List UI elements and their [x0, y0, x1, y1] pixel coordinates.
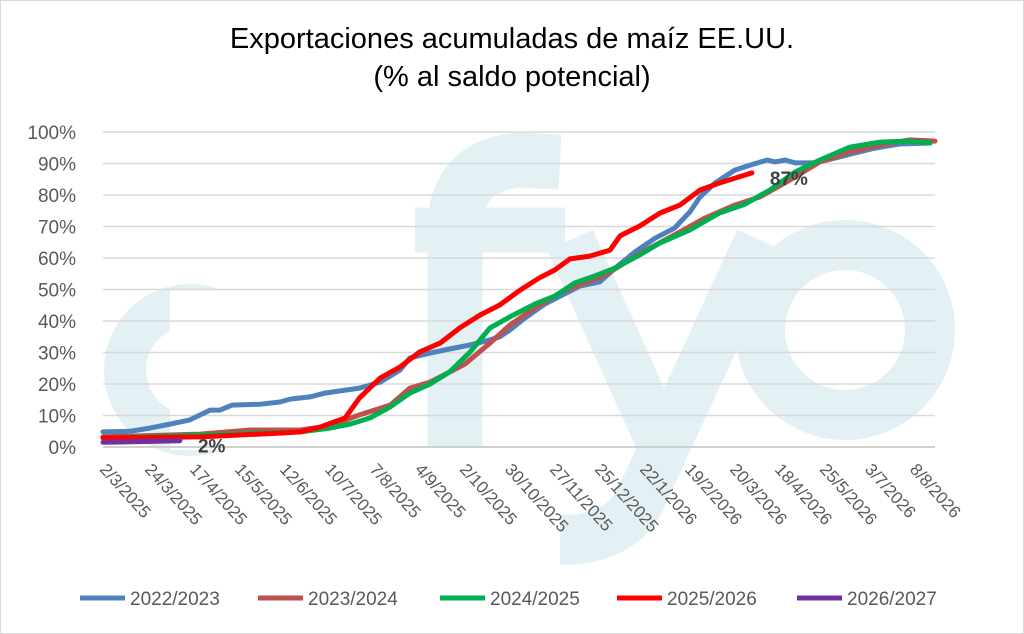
series-line-2022-2023 — [100, 140, 933, 435]
legend: 2022/2023 2023/2024 2024/2025 2025/2026 2026… — [80, 589, 937, 610]
watermark-logo — [104, 132, 955, 565]
y-tick-label: 0% — [49, 438, 77, 459]
y-tick-label: 90% — [38, 155, 76, 176]
watermark-gap — [170, 290, 280, 450]
y-tick-label: 70% — [38, 218, 76, 239]
legend-label: 2025/2026 — [667, 589, 757, 610]
legend-label: 2022/2023 — [130, 589, 220, 610]
chart-title: Exportaciones acumuladas de maíz EE.UU. … — [0, 20, 1024, 96]
y-tick-label: 20% — [38, 375, 76, 396]
series-line-2025-2026 — [100, 170, 755, 441]
end-data-label: 2% — [198, 437, 226, 458]
watermark-letter-o — [735, 220, 955, 440]
x-axis: 2/3/202524/3/202517/4/202515/5/202512/6/… — [96, 460, 964, 536]
series-line-2026-2027 — [100, 438, 183, 445]
legend-label: 2024/2025 — [490, 589, 580, 610]
y-tick-label: 100% — [27, 123, 76, 144]
watermark-letter-y — [547, 229, 783, 565]
end-data-label: 87% — [770, 169, 808, 190]
data-labels: 87% 2% — [198, 169, 808, 458]
chart-title-line-1: Exportaciones acumuladas de maíz EE.UU. — [229, 23, 795, 55]
y-tick-label: 60% — [38, 249, 76, 270]
y-tick-label: 30% — [38, 344, 76, 365]
y-tick-label: 40% — [38, 312, 76, 333]
series-line-2024-2025 — [100, 138, 933, 441]
y-tick-label: 50% — [38, 281, 76, 302]
y-tick-label: 80% — [38, 186, 76, 207]
legend-label: 2023/2024 — [308, 589, 398, 610]
y-axis: 0% 10% 20% 30% 40% 50% 60% 70% 80% 90% 100% — [27, 123, 76, 459]
y-tick-label: 10% — [38, 407, 76, 428]
legend-label: 2026/2027 — [847, 589, 937, 610]
chart-title-line-2: (% al saldo potencial) — [373, 61, 651, 93]
series-lines — [100, 137, 938, 445]
